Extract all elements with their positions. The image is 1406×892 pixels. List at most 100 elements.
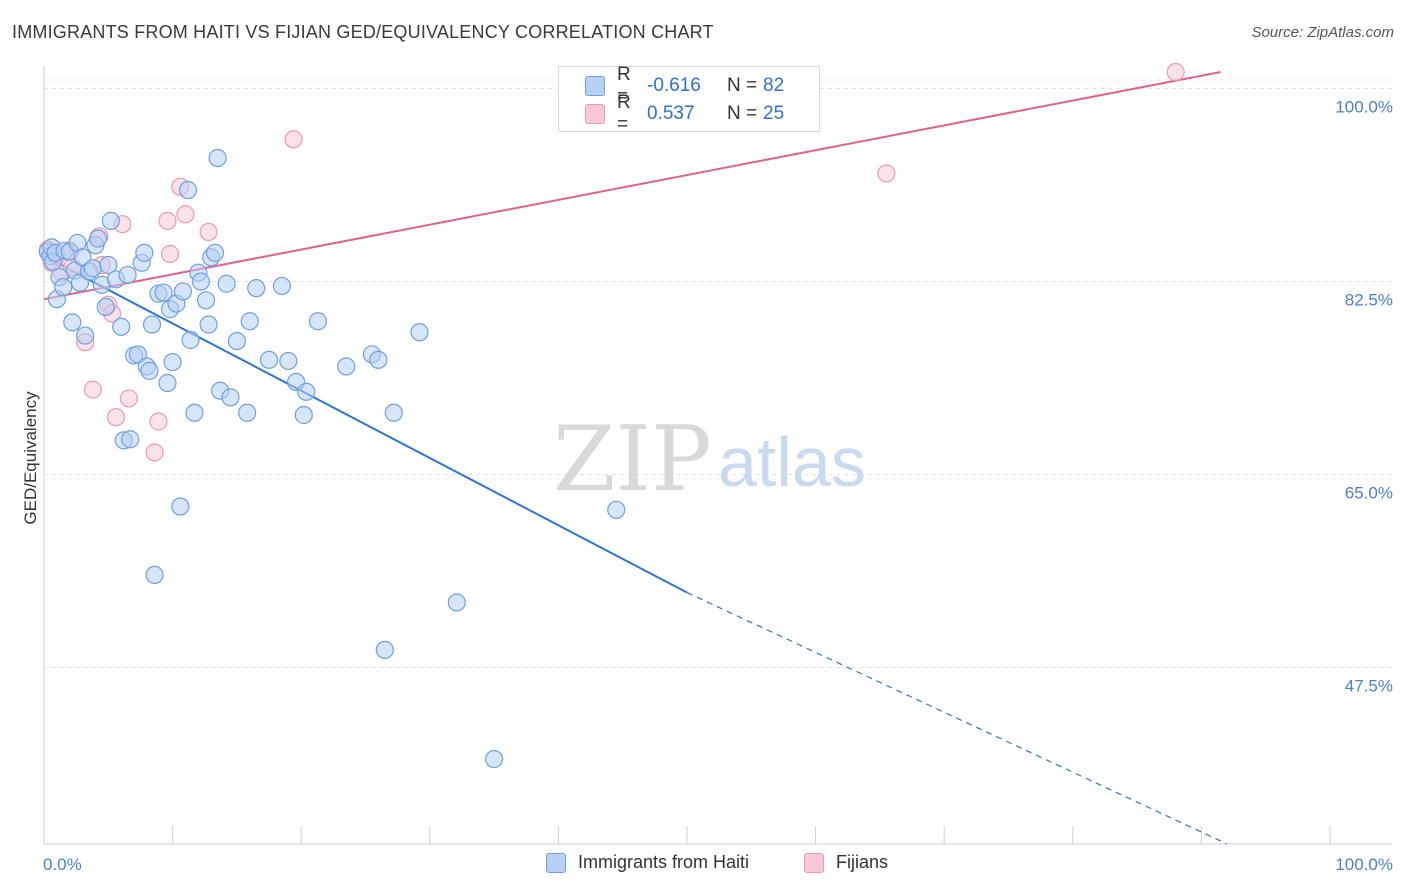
fiji-point [1166, 62, 1185, 82]
legend-r-value: 0.537 [647, 103, 695, 124]
haiti-point [272, 276, 292, 296]
haiti-point [191, 272, 210, 291]
haiti-point [205, 243, 225, 262]
haiti-point [410, 323, 429, 342]
haiti-point [163, 352, 182, 372]
haiti-point [121, 430, 140, 449]
haiti-point [101, 211, 120, 230]
haiti-point [227, 331, 246, 351]
haiti-point [145, 565, 164, 585]
trend-lines [43, 71, 1228, 845]
haiti-point [196, 291, 216, 310]
haiti-point [308, 312, 328, 331]
haiti-point [88, 229, 108, 248]
haiti-point [238, 403, 257, 422]
haiti-point [259, 350, 279, 369]
chart-title: IMMIGRANTS FROM HAITI VS FIJIAN GED/EQUI… [12, 22, 714, 42]
haiti-point [297, 382, 316, 401]
legend-row-fiji: R = 0.537 N = 25 [559, 92, 785, 135]
haiti-point [337, 357, 356, 376]
haiti-point [369, 350, 388, 369]
y-tick-label: 47.5% [1345, 677, 1393, 696]
haiti-point [447, 593, 466, 612]
fiji-point [284, 130, 303, 149]
haiti-point [128, 345, 147, 364]
legend-n-value: 82 [763, 75, 785, 96]
legend-swatch-fiji [585, 104, 605, 124]
bottom-legend: Immigrants from Haiti Fijians [0, 852, 1406, 876]
haiti-point [54, 277, 73, 297]
legend-n-label: N = [727, 103, 758, 124]
legend: R = -0.616 N = 82 R = 0.537 N = 25 [558, 64, 820, 135]
haiti-point [485, 749, 504, 769]
haiti-point [142, 315, 162, 334]
haiti-point [294, 405, 313, 425]
haiti-point [240, 312, 259, 331]
fiji-point [176, 205, 195, 224]
haiti-point [217, 274, 236, 293]
haiti-point [384, 403, 403, 422]
haiti-point [181, 330, 200, 350]
source-label: Source: ZipAtlas.com [1251, 24, 1394, 41]
fiji-point [199, 222, 218, 242]
haiti-point [279, 351, 298, 371]
legend-n-label: N = [727, 75, 758, 96]
fiji-point [158, 211, 177, 230]
haiti-point [96, 297, 115, 317]
bottom-legend-haiti: Immigrants from Haiti [546, 852, 749, 873]
haiti-point [99, 255, 118, 275]
haiti-point [158, 373, 177, 393]
fiji-point [877, 164, 896, 183]
fiji-point [160, 244, 180, 264]
bottom-legend-label-haiti: Immigrants from Haiti [578, 852, 750, 872]
haiti-point [135, 243, 154, 262]
fiji-point [119, 389, 138, 408]
legend-r-value: -0.616 [647, 75, 701, 96]
fiji-point [106, 408, 126, 427]
haiti-point [83, 259, 102, 278]
haiti-trend-extension [686, 592, 1228, 845]
x-tick-label: 100.0% [1335, 855, 1393, 874]
watermark-zip: ZIP [553, 407, 712, 512]
y-tick-label: 82.5% [1345, 291, 1393, 310]
y-tick-label: 100.0% [1335, 98, 1393, 117]
haiti-point [173, 282, 192, 301]
haiti-point [375, 640, 394, 659]
data-points [38, 62, 1185, 769]
haiti-point [171, 497, 190, 516]
legend-row-haiti: R = -0.616 N = 82 [559, 64, 785, 107]
haiti-point [63, 313, 82, 332]
fiji-trend-line [43, 71, 1221, 301]
legend-n-value: 25 [763, 103, 785, 124]
haiti-point [199, 315, 218, 334]
legend-swatch-haiti [585, 76, 605, 96]
x-tick-label: 0.0% [43, 855, 82, 874]
haiti-point [208, 148, 227, 168]
haiti-point [178, 180, 198, 200]
bottom-legend-label-fiji: Fijians [836, 852, 889, 872]
watermark-atlas: atlas [718, 423, 866, 501]
legend-r-label: R = [617, 64, 631, 107]
haiti-point [76, 326, 95, 345]
axes [43, 66, 1392, 845]
bottom-legend-swatch-fiji [804, 852, 824, 873]
haiti-point [607, 500, 626, 519]
haiti-point [221, 388, 240, 407]
haiti-point [140, 361, 159, 380]
bottom-legend-fiji: Fijians [804, 852, 888, 873]
legend-r-label: R = [617, 92, 631, 135]
haiti-trend-line [43, 255, 688, 594]
haiti-point [154, 283, 173, 302]
bottom-legend-swatch-haiti [546, 852, 566, 873]
tick-labels: 47.5% 65.0% 82.5% 100.0% 0.0% 100.0% [43, 98, 1393, 874]
haiti-point [185, 403, 204, 422]
fiji-point [149, 412, 168, 431]
haiti-point [118, 265, 137, 285]
haiti-point [112, 317, 131, 336]
y-axis-label: GED/Equivalency [21, 391, 40, 525]
fiji-point [145, 443, 164, 462]
watermark: ZIP atlas [553, 407, 866, 512]
haiti-point [247, 279, 266, 298]
y-tick-label: 65.0% [1345, 484, 1393, 503]
